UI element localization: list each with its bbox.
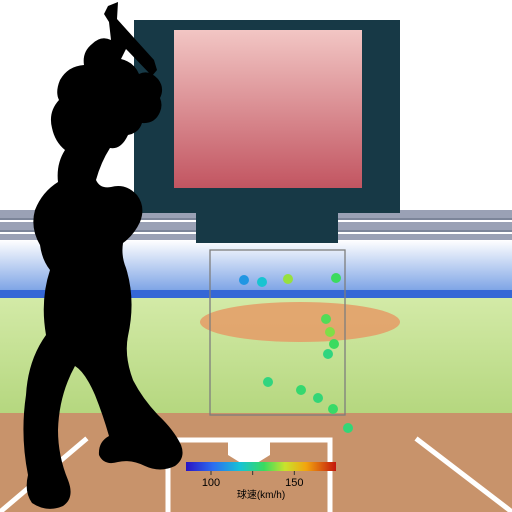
pitch-marker [325,327,335,337]
legend-tick-label: 150 [285,477,303,489]
pitch-marker [239,275,249,285]
pitch-marker [343,423,353,433]
pitch-marker [296,385,306,395]
pitch-marker [257,277,267,287]
pitch-marker [313,393,323,403]
legend-tick-label: 100 [202,477,220,489]
pitch-marker [328,404,338,414]
pitch-marker [283,274,293,284]
pitch-marker [321,314,331,324]
pitch-marker [331,273,341,283]
pitch-marker [329,339,339,349]
pitch-marker [323,349,333,359]
legend-axis-label: 球速(km/h) [237,488,285,501]
pitch-marker [263,377,273,387]
